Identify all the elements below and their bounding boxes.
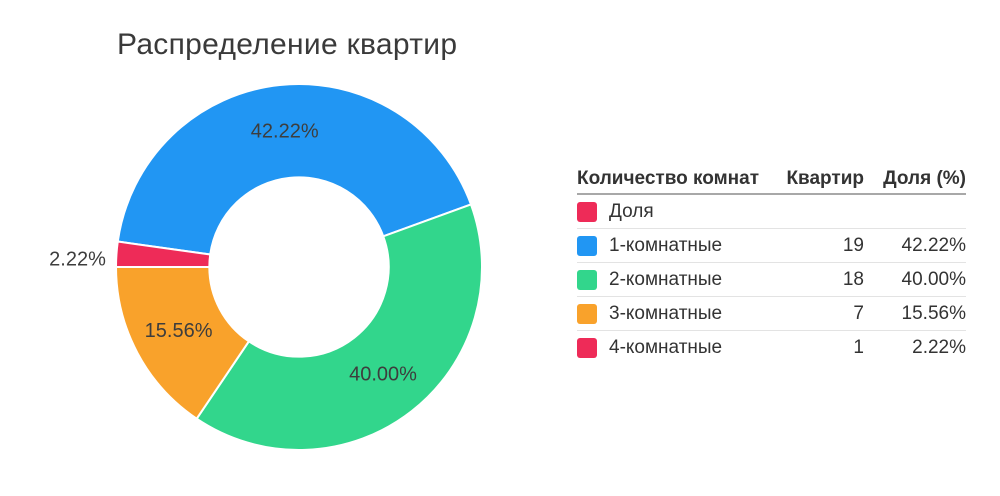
col-header-count: Квартир bbox=[786, 167, 864, 189]
legend-table: Количество комнат Квартир Доля (%) Доля … bbox=[577, 164, 966, 364]
series-color-swatch bbox=[577, 201, 597, 222]
donut-slice-2[interactable] bbox=[195, 203, 483, 451]
legend-row-1-rooms[interactable]: 1-комнатные 19 42.22% bbox=[577, 229, 966, 263]
apartment-count: 18 bbox=[842, 268, 864, 290]
donut-slice-1[interactable] bbox=[116, 83, 473, 256]
category-color-swatch bbox=[577, 303, 597, 324]
legend-row-2-rooms[interactable]: 2-комнатные 18 40.00% bbox=[577, 263, 966, 297]
share-percent: 42.22% bbox=[901, 234, 966, 256]
legend-series-row[interactable]: Доля bbox=[577, 195, 966, 229]
series-name: Доля bbox=[609, 200, 654, 222]
category-color-swatch bbox=[577, 269, 597, 290]
category-color-swatch bbox=[577, 235, 597, 256]
share-percent: 40.00% bbox=[901, 268, 966, 290]
legend-row-4-rooms[interactable]: 4-комнатные 1 2.22% bbox=[577, 331, 966, 364]
slice-label-4: 2.22% bbox=[49, 249, 106, 271]
apartment-count: 7 bbox=[853, 302, 864, 324]
share-percent: 2.22% bbox=[912, 336, 966, 358]
category-label: 1-комнатные bbox=[609, 234, 723, 256]
share-percent: 15.56% bbox=[901, 302, 966, 324]
apartment-count: 19 bbox=[842, 234, 864, 256]
col-header-rooms: Количество комнат bbox=[577, 167, 760, 189]
col-header-share: Доля (%) bbox=[883, 167, 966, 189]
category-label: 4-комнатные bbox=[609, 336, 723, 358]
slice-label-1: 42.22% bbox=[251, 120, 319, 142]
category-color-swatch bbox=[577, 337, 597, 358]
donut-slice-4[interactable] bbox=[114, 240, 212, 268]
category-label: 2-комнатные bbox=[609, 268, 723, 290]
slice-label-2: 40.00% bbox=[349, 363, 417, 385]
legend-row-3-rooms[interactable]: 3-комнатные 7 15.56% bbox=[577, 297, 966, 331]
slice-label-3: 15.56% bbox=[145, 320, 213, 342]
apartment-count: 1 bbox=[853, 336, 864, 358]
chart-title: Распределение квартир bbox=[117, 28, 458, 61]
legend-table-header: Количество комнат Квартир Доля (%) bbox=[577, 164, 966, 195]
category-label: 3-комнатные bbox=[609, 302, 723, 324]
